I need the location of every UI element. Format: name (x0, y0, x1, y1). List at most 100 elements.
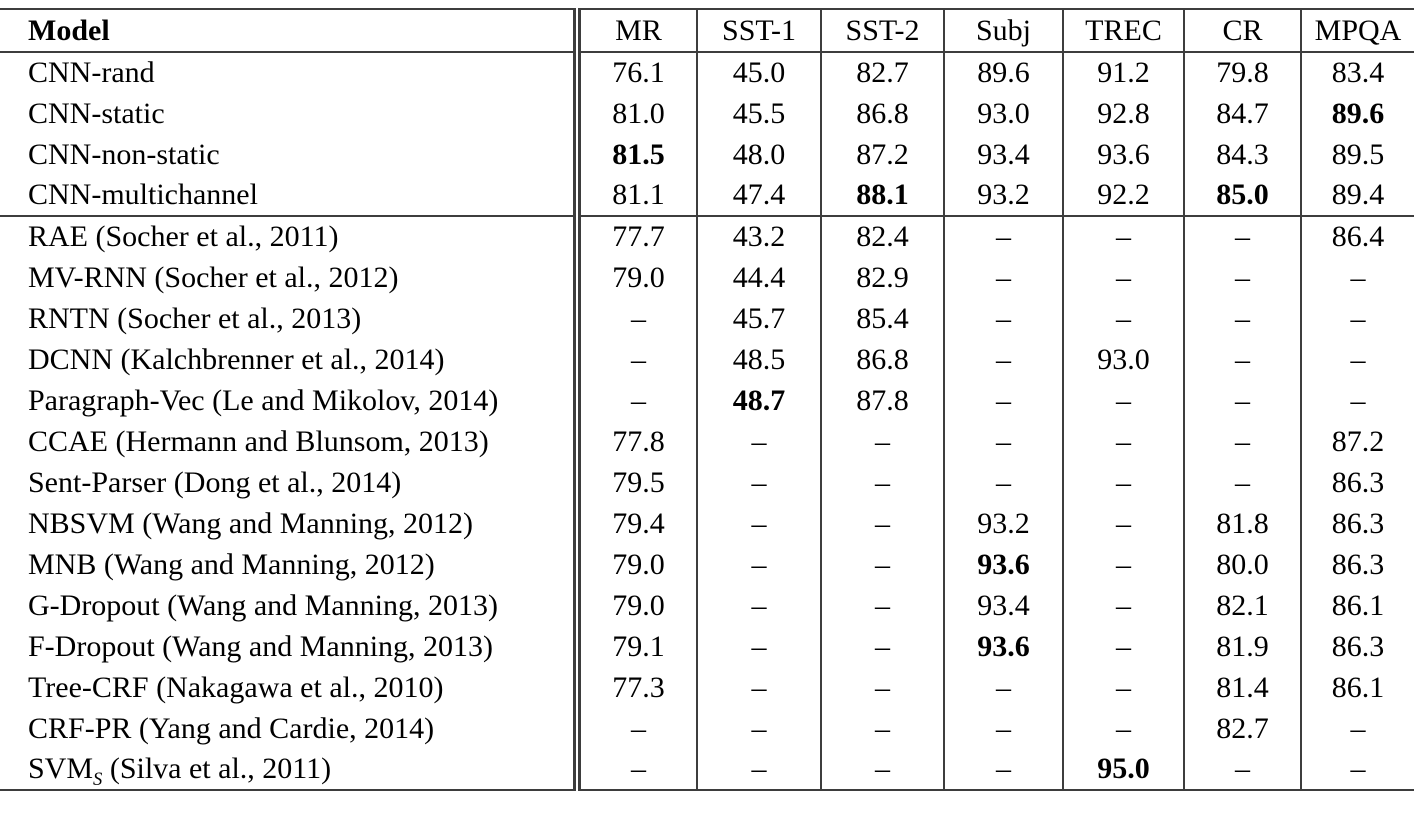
value-cell-cr: 82.1 (1183, 585, 1301, 626)
value-cell-mpqa: 83.4 (1300, 52, 1414, 93)
value-cell-cr: – (1183, 462, 1301, 503)
value-cell-subj: – (943, 462, 1063, 503)
value-cell-sst-2: – (820, 708, 944, 749)
model-name-cell: CNN-multichannel (0, 175, 577, 216)
table-row: CNN-rand 76.1 45.0 82.7 89.6 91.2 79.8 83.4 (0, 52, 1414, 93)
value-cell-cr: – (1183, 339, 1301, 380)
model-name-cell: SVMS (Silva et al., 2011) (0, 749, 577, 790)
model-name: Sent-Parser (Dong et al., 2014) (28, 465, 402, 499)
value-cell-trec: – (1062, 626, 1184, 667)
model-name: MNB (Wang and Manning, 2012) (28, 547, 435, 581)
value-cell-sst-2: 82.4 (820, 216, 944, 257)
value-cell-cr: 84.7 (1183, 93, 1301, 134)
value-cell-mpqa: 86.3 (1300, 503, 1414, 544)
value-cell-subj: – (943, 339, 1063, 380)
value-cell-trec: – (1062, 421, 1184, 462)
value-cell-mpqa: – (1300, 257, 1414, 298)
value-cell-sst-2: – (820, 585, 944, 626)
table-row: CCAE (Hermann and Blunsom, 2013) 77.8– – – –… (0, 421, 1414, 462)
value-cell-mpqa: 87.2 (1300, 421, 1414, 462)
model-name-cell: MV-RNN (Socher et al., 2012) (0, 257, 577, 298)
value-cell-trec: – (1062, 257, 1184, 298)
value-cell-mr: 79.1 (573, 626, 697, 667)
table-row: Paragraph-Vec (Le and Mikolov, 2014) – 48.… (0, 380, 1414, 421)
value-cell-cr: – (1183, 216, 1301, 257)
value-cell-cr: – (1183, 257, 1301, 298)
value-cell-sst-2: 82.9 (820, 257, 944, 298)
value-cell-mr: 79.0 (573, 544, 697, 585)
header-row: Model MR SST-1 SST-2 Subj TREC CR MPQA (0, 9, 1414, 52)
value-cell-sst-2: 86.8 (820, 93, 944, 134)
value-cell-subj: 93.0 (943, 93, 1063, 134)
header-cell-subj: Subj (943, 9, 1063, 52)
model-name: CCAE (Hermann and Blunsom, 2013) (28, 424, 489, 458)
value-cell-sst-2: – (820, 544, 944, 585)
value-cell-sst-2: – (820, 421, 944, 462)
value-cell-trec: – (1062, 298, 1184, 339)
value-cell-sst-1: 48.5 (696, 339, 821, 380)
value-cell-sst-1: – (696, 626, 821, 667)
model-name-cell: RAE (Socher et al., 2011) (0, 216, 577, 257)
header-cell-trec: TREC (1062, 9, 1184, 52)
value-cell-sst-1: – (696, 544, 821, 585)
model-name: CNN-rand (28, 56, 155, 89)
cnn-models-group: CNN-rand 76.1 45.0 82.7 89.6 91.2 79.8 83.4 CNN-… (0, 52, 1414, 216)
value-cell-cr: 79.8 (1183, 52, 1301, 93)
value-cell-sst-2: – (820, 626, 944, 667)
table-row: CRF-PR (Yang and Cardie, 2014) – – – – –82.7– (0, 708, 1414, 749)
value-cell-mr: 81.0 (573, 93, 697, 134)
model-name: RNTN (Socher et al., 2013) (28, 301, 362, 335)
value-cell-trec: – (1062, 503, 1184, 544)
model-name: CNN-non-static (28, 137, 220, 171)
value-cell-mr: 81.5 (573, 134, 697, 175)
table-row: MNB (Wang and Manning, 2012) 79.0– –93.6–8… (0, 544, 1414, 585)
model-name-subscript: S (93, 769, 103, 790)
model-name: SVM (28, 752, 94, 785)
value-cell-trec: – (1062, 216, 1184, 257)
value-cell-subj: – (943, 749, 1063, 790)
header-cell-mpqa: MPQA (1300, 9, 1414, 52)
value-cell-cr: – (1183, 380, 1301, 421)
value-cell-subj: 93.4 (943, 134, 1063, 175)
value-cell-trec: – (1062, 667, 1184, 708)
model-name-cell: CRF-PR (Yang and Cardie, 2014) (0, 708, 577, 749)
value-cell-mr: 79.0 (573, 585, 697, 626)
model-name: Paragraph-Vec (Le and Mikolov, 2014) (28, 383, 499, 417)
table-row: Tree-CRF (Nakagawa et al., 2010) 77.3– – – –… (0, 667, 1414, 708)
value-cell-sst-2: 85.4 (820, 298, 944, 339)
value-cell-cr: 85.0 (1183, 175, 1301, 216)
value-cell-mpqa: 89.6 (1300, 93, 1414, 134)
header-cell-cr: CR (1183, 9, 1301, 52)
value-cell-mr: – (573, 298, 697, 339)
value-cell-trec: – (1062, 708, 1184, 749)
value-cell-sst-1: 44.4 (696, 257, 821, 298)
value-cell-mr: 77.8 (573, 421, 697, 462)
value-cell-cr: 81.4 (1183, 667, 1301, 708)
value-cell-sst-1: – (696, 667, 821, 708)
header-cell-sst-2: SST-2 (820, 9, 944, 52)
model-name-cell: DCNN (Kalchbrenner et al., 2014) (0, 339, 577, 380)
value-cell-sst-1: 48.7 (696, 380, 821, 421)
value-cell-mr: 77.3 (573, 667, 697, 708)
paper-page: Model MR SST-1 SST-2 Subj TREC CR MPQA CNN-rand… (0, 8, 1414, 791)
model-name: MV-RNN (Socher et al., 2012) (28, 260, 399, 294)
header-cell-model: Model (28, 13, 110, 47)
value-cell-subj: – (943, 257, 1063, 298)
value-cell-cr: 82.7 (1183, 708, 1301, 749)
value-cell-trec: – (1062, 544, 1184, 585)
model-name: G-Dropout (Wang and Manning, 2013) (28, 588, 498, 622)
value-cell-subj: 89.6 (943, 52, 1063, 93)
value-cell-sst-2: – (820, 749, 944, 790)
value-cell-mr: – (573, 708, 697, 749)
value-cell-subj: 93.4 (943, 585, 1063, 626)
table-row: SVMS (Silva et al., 2011) – – – –95.0– – (0, 749, 1414, 790)
value-cell-sst-1: – (696, 585, 821, 626)
table-row: RNTN (Socher et al., 2013) –45.7 85.4– – – – (0, 298, 1414, 339)
value-cell-mr: – (573, 339, 697, 380)
value-cell-subj: 93.6 (943, 544, 1063, 585)
value-cell-mr: 79.0 (573, 257, 697, 298)
value-cell-sst-1: 45.7 (696, 298, 821, 339)
value-cell-sst-1: 47.4 (696, 175, 821, 216)
value-cell-sst-1: – (696, 749, 821, 790)
model-name-cell: RNTN (Socher et al., 2013) (0, 298, 577, 339)
